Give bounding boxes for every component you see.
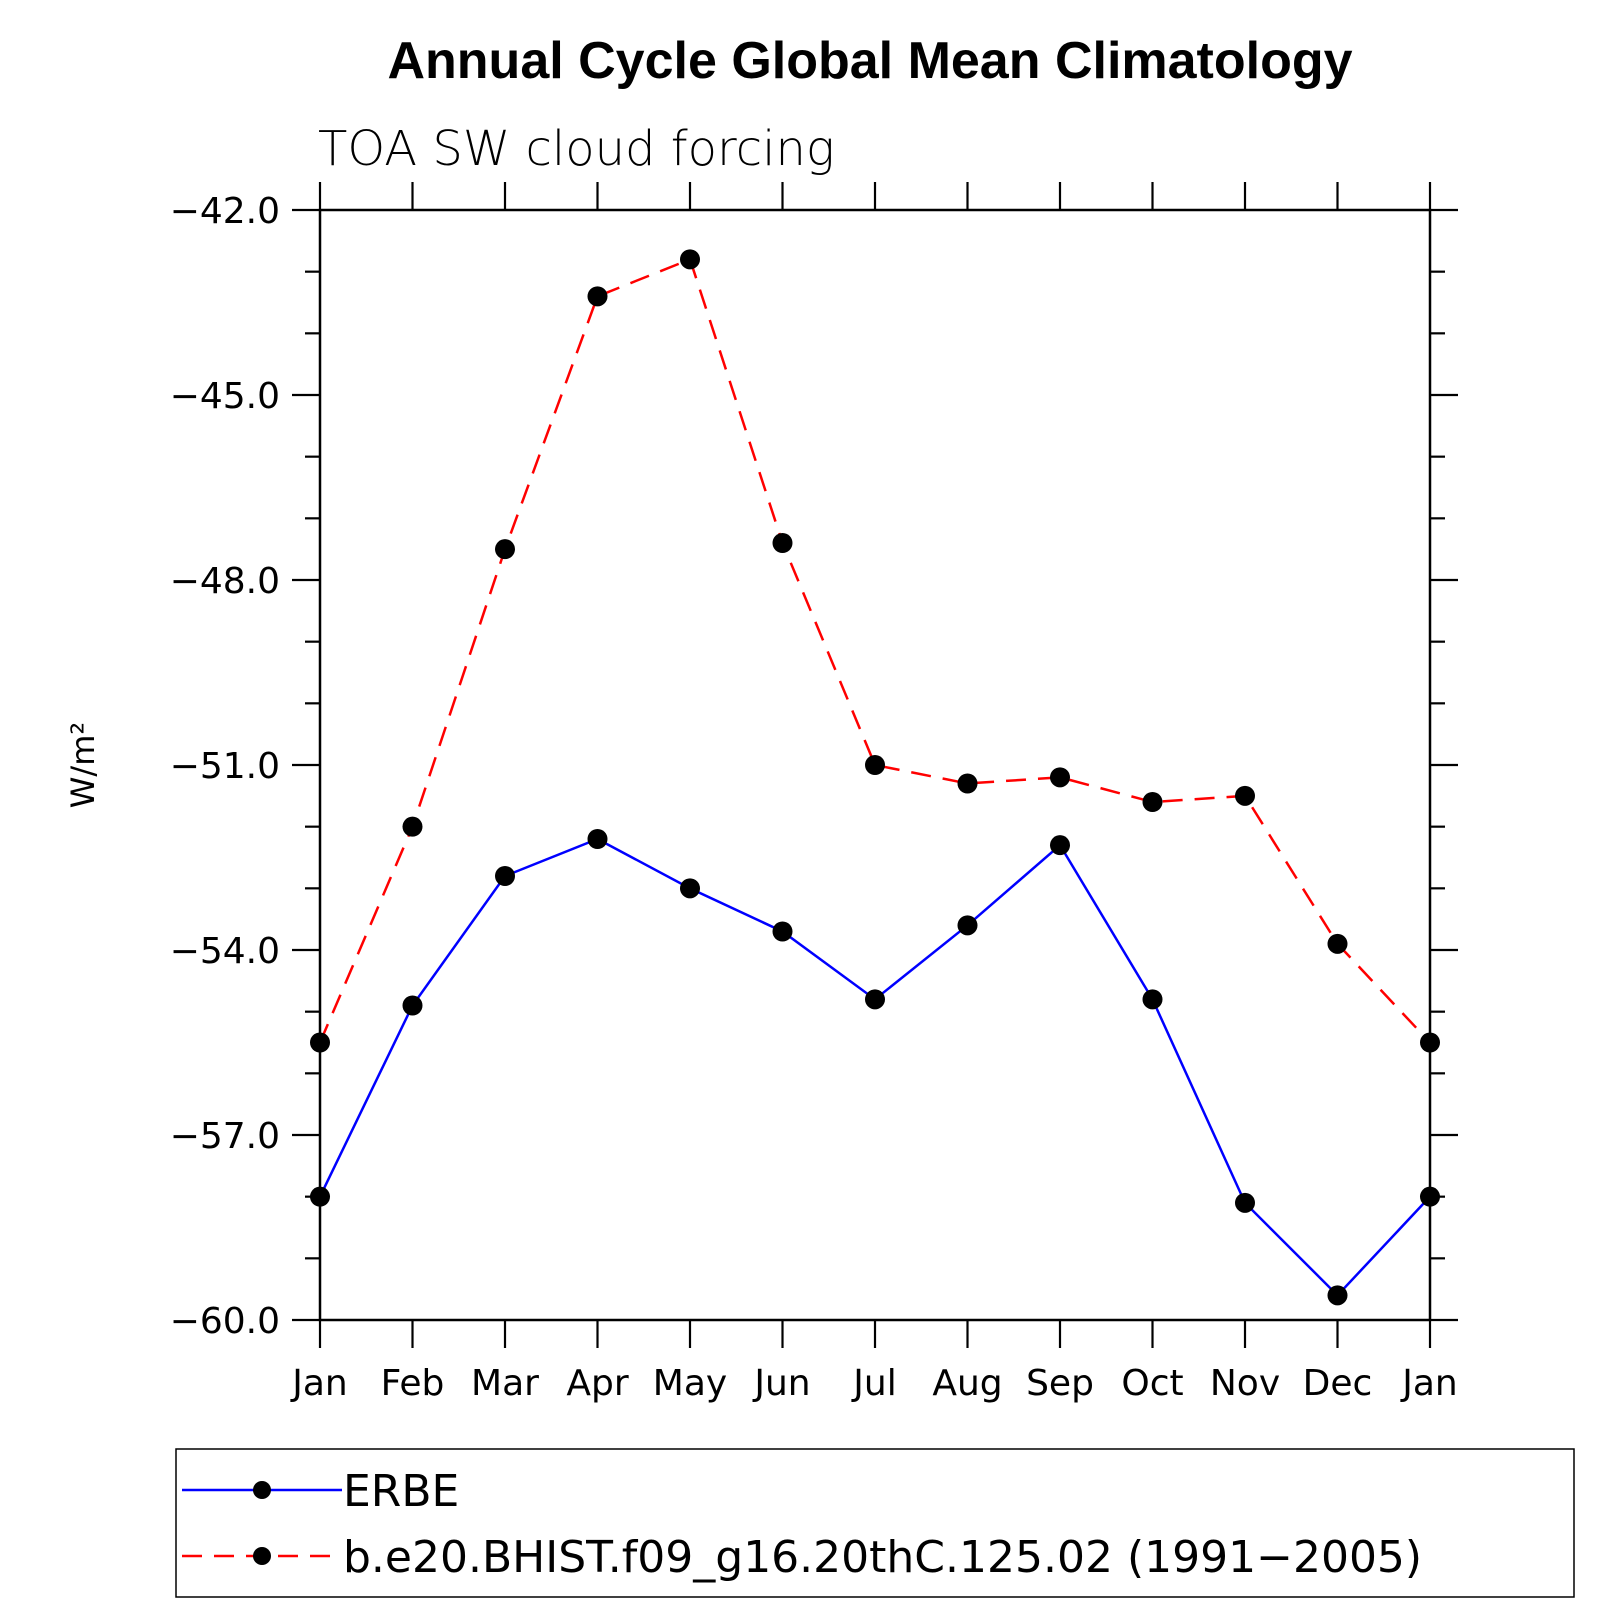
x-tick-labels: Jan Feb Mar Apr May Jun Jul Aug Sep Oct Nov Dec Jan [290,1363,1458,1404]
x-tick-label: Aug [932,1363,1002,1404]
x-tick-label: Jun [752,1363,810,1404]
series-layer [310,249,1440,1306]
x-tick-label: Oct [1121,1363,1183,1404]
axis-ticks [292,182,1458,1348]
x-tick-label: Jan [1400,1363,1458,1404]
legend-erbe-label: ERBE [343,1466,459,1517]
y-tick-label: −48.0 [170,561,280,602]
data-point [1050,835,1070,856]
y-tick-labels: −42.0 −45.0 −48.0 −51.0 −54.0 −57.0 −60.0 [170,191,280,1342]
x-tick-label: Feb [381,1363,445,1404]
legend-box [175,1448,1575,1598]
data-point [1420,1032,1440,1053]
data-point [865,989,885,1010]
data-point [402,995,423,1016]
series-line [318,257,1431,1044]
data-point [1235,1192,1255,1213]
x-tick-label: Sep [1026,1363,1094,1404]
data-point [957,915,978,936]
data-point [865,755,885,775]
data-point [957,773,978,794]
chart-subtitle: TOA SW cloud forcing [318,121,835,177]
data-point [310,1186,330,1207]
legend: ERBE b.e20.BHIST.f09_g16.20thC.125.02 (1… [175,1448,1575,1598]
x-tick-label: May [653,1363,727,1404]
data-point [1050,767,1070,788]
y-tick-label: −54.0 [170,931,280,972]
data-point [587,286,608,307]
data-point [680,878,700,899]
x-tick-label: Dec [1303,1363,1373,1404]
y-tick-label: −51.0 [170,746,280,787]
data-point [1142,792,1163,812]
data-point [310,1032,330,1053]
data-point [1327,1285,1348,1306]
data-point [587,829,608,849]
series-erbe [310,829,1440,1306]
data-point [1327,933,1348,954]
legend-model-label: b.e20.BHIST.f09_g16.20thC.125.02 (1991−2… [343,1532,1422,1583]
data-point [772,533,793,553]
x-tick-label: Mar [471,1363,539,1404]
x-tick-label: Jul [851,1363,896,1404]
data-point [772,921,793,942]
data-point [680,249,700,270]
legend-erbe-marker [253,1481,271,1499]
y-tick-label: −60.0 [170,1301,280,1342]
x-tick-label: Apr [566,1363,628,1404]
x-tick-label: Jan [290,1363,348,1404]
data-point [1142,989,1163,1010]
x-tick-label: Nov [1210,1363,1280,1404]
series-line [318,837,1431,1298]
series-model [310,249,1440,1053]
data-point [495,866,515,886]
data-point [1235,785,1255,806]
y-tick-label: −42.0 [170,191,280,232]
data-point [495,539,515,560]
data-point [1420,1186,1440,1207]
y-tick-label: −45.0 [170,376,280,417]
data-point [402,816,423,837]
y-axis-label: W/m² [64,722,102,808]
legend-model-marker [253,1547,271,1565]
y-tick-label: −57.0 [170,1116,280,1157]
chart-title: Annual Cycle Global Mean Climatology [387,32,1352,90]
